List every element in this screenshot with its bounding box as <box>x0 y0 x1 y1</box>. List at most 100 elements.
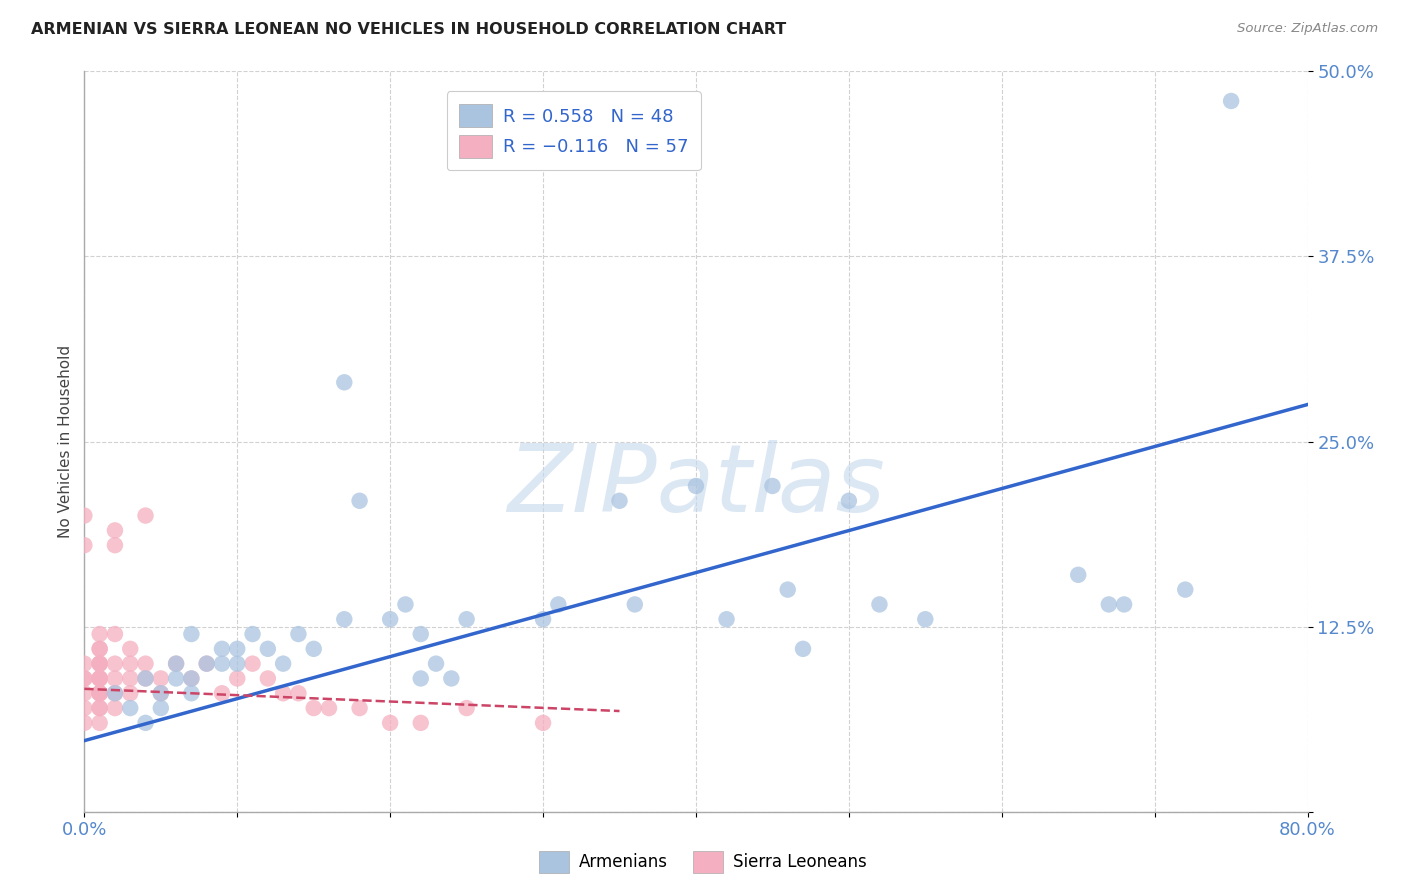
Point <box>120 686 142 700</box>
Point <box>120 701 142 715</box>
Point <box>302 641 325 656</box>
Point <box>104 701 127 715</box>
Point <box>135 672 157 686</box>
Point <box>89 657 111 671</box>
Point <box>104 686 127 700</box>
Point <box>73 686 96 700</box>
Point <box>609 493 631 508</box>
Point <box>89 657 111 671</box>
Point <box>89 701 111 715</box>
Point <box>792 641 814 656</box>
Point <box>440 672 463 686</box>
Point <box>409 627 432 641</box>
Point <box>89 672 111 686</box>
Point <box>120 641 142 656</box>
Y-axis label: No Vehicles in Household: No Vehicles in Household <box>58 345 73 538</box>
Point <box>547 598 569 612</box>
Text: ARMENIAN VS SIERRA LEONEAN NO VEHICLES IN HOUSEHOLD CORRELATION CHART: ARMENIAN VS SIERRA LEONEAN NO VEHICLES I… <box>31 22 786 37</box>
Point <box>149 686 172 700</box>
Point <box>180 672 202 686</box>
Point <box>1174 582 1197 597</box>
Point <box>135 672 157 686</box>
Point <box>120 657 142 671</box>
Point <box>287 686 309 700</box>
Point <box>409 672 432 686</box>
Point <box>685 479 707 493</box>
Point <box>380 715 402 730</box>
Point <box>318 701 340 715</box>
Point <box>165 657 187 671</box>
Point <box>89 641 111 656</box>
Point <box>89 672 111 686</box>
Point <box>869 598 891 612</box>
Point <box>120 672 142 686</box>
Point <box>531 715 554 730</box>
Point <box>180 627 202 641</box>
Point <box>73 701 96 715</box>
Point <box>211 686 233 700</box>
Point <box>73 657 96 671</box>
Point <box>425 657 447 671</box>
Point <box>180 686 202 700</box>
Point <box>195 657 218 671</box>
Point <box>73 672 96 686</box>
Point <box>180 672 202 686</box>
Point <box>624 598 647 612</box>
Point <box>271 657 294 671</box>
Point <box>226 657 249 671</box>
Point <box>409 715 432 730</box>
Legend: Armenians, Sierra Leoneans: Armenians, Sierra Leoneans <box>533 845 873 880</box>
Point <box>1220 94 1243 108</box>
Point <box>73 508 96 523</box>
Point <box>73 538 96 552</box>
Point <box>73 715 96 730</box>
Point <box>456 612 478 626</box>
Point <box>380 612 402 626</box>
Point <box>761 479 783 493</box>
Point <box>242 627 264 641</box>
Point <box>1067 567 1090 582</box>
Point <box>104 538 127 552</box>
Point <box>89 686 111 700</box>
Point <box>226 672 249 686</box>
Point <box>135 657 157 671</box>
Point <box>349 493 371 508</box>
Point <box>271 686 294 700</box>
Point <box>257 641 280 656</box>
Point <box>716 612 738 626</box>
Point <box>914 612 936 626</box>
Point <box>89 701 111 715</box>
Point <box>104 686 127 700</box>
Point <box>73 672 96 686</box>
Point <box>776 582 799 597</box>
Point <box>302 701 325 715</box>
Point <box>149 701 172 715</box>
Point <box>287 627 309 641</box>
Point <box>1098 598 1121 612</box>
Point <box>165 672 187 686</box>
Point <box>211 641 233 656</box>
Point <box>89 715 111 730</box>
Point <box>165 657 187 671</box>
Point <box>333 376 356 390</box>
Point <box>531 612 554 626</box>
Point <box>149 672 172 686</box>
Point <box>104 627 127 641</box>
Point <box>89 686 111 700</box>
Point <box>211 657 233 671</box>
Point <box>89 672 111 686</box>
Point <box>456 701 478 715</box>
Point <box>135 715 157 730</box>
Point <box>149 686 172 700</box>
Point <box>333 612 356 626</box>
Point <box>89 672 111 686</box>
Point <box>104 657 127 671</box>
Point <box>104 672 127 686</box>
Point <box>89 686 111 700</box>
Point <box>89 657 111 671</box>
Point <box>242 657 264 671</box>
Point <box>89 627 111 641</box>
Point <box>104 524 127 538</box>
Text: Source: ZipAtlas.com: Source: ZipAtlas.com <box>1237 22 1378 36</box>
Point <box>394 598 416 612</box>
